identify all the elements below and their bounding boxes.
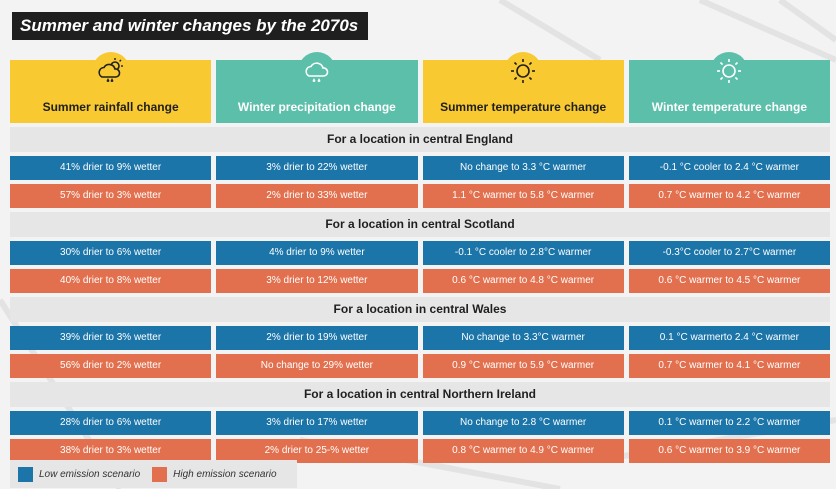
table-cell: 56% drier to 2% wetter xyxy=(10,354,212,378)
table-cell: No change to 29% wetter xyxy=(216,354,418,378)
legend-item-high: High emission scenario xyxy=(152,466,277,482)
table-cell: 3% drier to 22% wetter xyxy=(216,156,418,180)
table-cell: 1.1 °C warmer to 5.8 °C warmer xyxy=(422,184,624,208)
table-cell: 0.8 °C warmer to 4.9 °C warmer xyxy=(422,439,624,463)
table-cell: 3% drier to 17% wetter xyxy=(216,411,418,435)
column-header-summer-rainfall: Summer rainfall change xyxy=(10,52,212,123)
header-row: Summer rainfall change Winter precipitat… xyxy=(10,52,830,123)
table-cell: No change to 3.3°C warmer xyxy=(422,326,624,350)
section-title-wales: For a location in central Wales xyxy=(10,297,830,322)
table-row-low-emission: 30% drier to 6% wetter 4% drier to 9% we… xyxy=(10,241,830,265)
column-header-label: Winter precipitation change xyxy=(237,100,396,114)
table-cell: 0.6 °C warmer to 4.8 °C warmer xyxy=(422,269,624,293)
section-title-england: For a location in central England xyxy=(10,127,830,152)
table-cell: 0.6 °C warmer to 3.9 °C warmer xyxy=(628,439,830,463)
table-cell: 2% drier to 25-% wetter xyxy=(216,439,418,463)
table-row-low-emission: 39% drier to 3% wetter 2% drier to 19% w… xyxy=(10,326,830,350)
table-row-high-emission: 38% drier to 3% wetter 2% drier to 25-% … xyxy=(10,439,830,463)
section-title-northern-ireland: For a location in central Northern Irela… xyxy=(10,382,830,407)
section-title-scotland: For a location in central Scotland xyxy=(10,212,830,237)
legend-label-high: High emission scenario xyxy=(173,468,277,480)
legend-swatch-low xyxy=(18,466,33,482)
table-cell: 38% drier to 3% wetter xyxy=(10,439,212,463)
table-cell: 39% drier to 3% wetter xyxy=(10,326,212,350)
column-header-label: Winter temperature change xyxy=(651,100,807,114)
legend-label-low: Low emission scenario xyxy=(39,468,141,480)
column-header-summer-temperature: Summer temperature change xyxy=(422,52,624,123)
sun-icon xyxy=(710,52,749,90)
table-cell: No change to 3.3 °C warmer xyxy=(422,156,624,180)
table-cell: 0.7 °C warmer to 4.2 °C warmer xyxy=(628,184,830,208)
table-row-high-emission: 40% drier to 8% wetter 3% drier to 12% w… xyxy=(10,269,830,293)
table-cell: 4% drier to 9% wetter xyxy=(216,241,418,265)
legend: Low emission scenario High emission scen… xyxy=(10,460,297,488)
table-cell: No change to 2.8 °C warmer xyxy=(422,411,624,435)
legend-swatch-high xyxy=(152,466,168,482)
legend-item-low: Low emission scenario xyxy=(18,466,141,482)
table-row-high-emission: 57% drier to 3% wetter 2% drier to 33% w… xyxy=(10,184,830,208)
table-cell: 3% drier to 12% wetter xyxy=(216,269,418,293)
climate-table: Summer rainfall change Winter precipitat… xyxy=(10,52,830,463)
table-cell: 57% drier to 3% wetter xyxy=(10,184,212,208)
table-cell: 40% drier to 8% wetter xyxy=(10,269,212,293)
sun-rain-cloud-icon xyxy=(91,52,130,90)
table-cell: 41% drier to 9% wetter xyxy=(10,156,212,180)
table-cell: -0.3°C cooler to 2.7°C warmer xyxy=(628,241,830,265)
table-cell: 28% drier to 6% wetter xyxy=(10,411,212,435)
table-cell: 2% drier to 19% wetter xyxy=(216,326,418,350)
table-cell: 2% drier to 33% wetter xyxy=(216,184,418,208)
table-cell: 30% drier to 6% wetter xyxy=(10,241,212,265)
table-cell: -0.1 °C cooler to 2.8°C warmer xyxy=(422,241,624,265)
table-row-high-emission: 56% drier to 2% wetter No change to 29% … xyxy=(10,354,830,378)
column-header-winter-precipitation: Winter precipitation change xyxy=(216,52,418,123)
column-header-label: Summer rainfall change xyxy=(42,100,179,114)
table-cell: 0.1 °C warmer to 2.2 °C warmer xyxy=(628,411,830,435)
column-header-label: Summer temperature change xyxy=(440,100,607,114)
table-row-low-emission: 28% drier to 6% wetter 3% drier to 17% w… xyxy=(10,411,830,435)
page-title: Summer and winter changes by the 2070s xyxy=(12,12,368,40)
table-cell: -0.1 °C cooler to 2.4 °C warmer xyxy=(628,156,830,180)
sun-icon xyxy=(504,52,543,90)
table-cell: 0.7 °C warmer to 4.1 °C warmer xyxy=(628,354,830,378)
table-row-low-emission: 41% drier to 9% wetter 3% drier to 22% w… xyxy=(10,156,830,180)
table-cell: 0.1 °C warmerto 2.4 °C warmer xyxy=(628,326,830,350)
column-header-winter-temperature: Winter temperature change xyxy=(628,52,830,123)
table-cell: 0.9 °C warmer to 5.9 °C warmer xyxy=(422,354,624,378)
table-cell: 0.6 °C warmer to 4.5 °C warmer xyxy=(628,269,830,293)
rain-cloud-icon xyxy=(297,52,336,90)
